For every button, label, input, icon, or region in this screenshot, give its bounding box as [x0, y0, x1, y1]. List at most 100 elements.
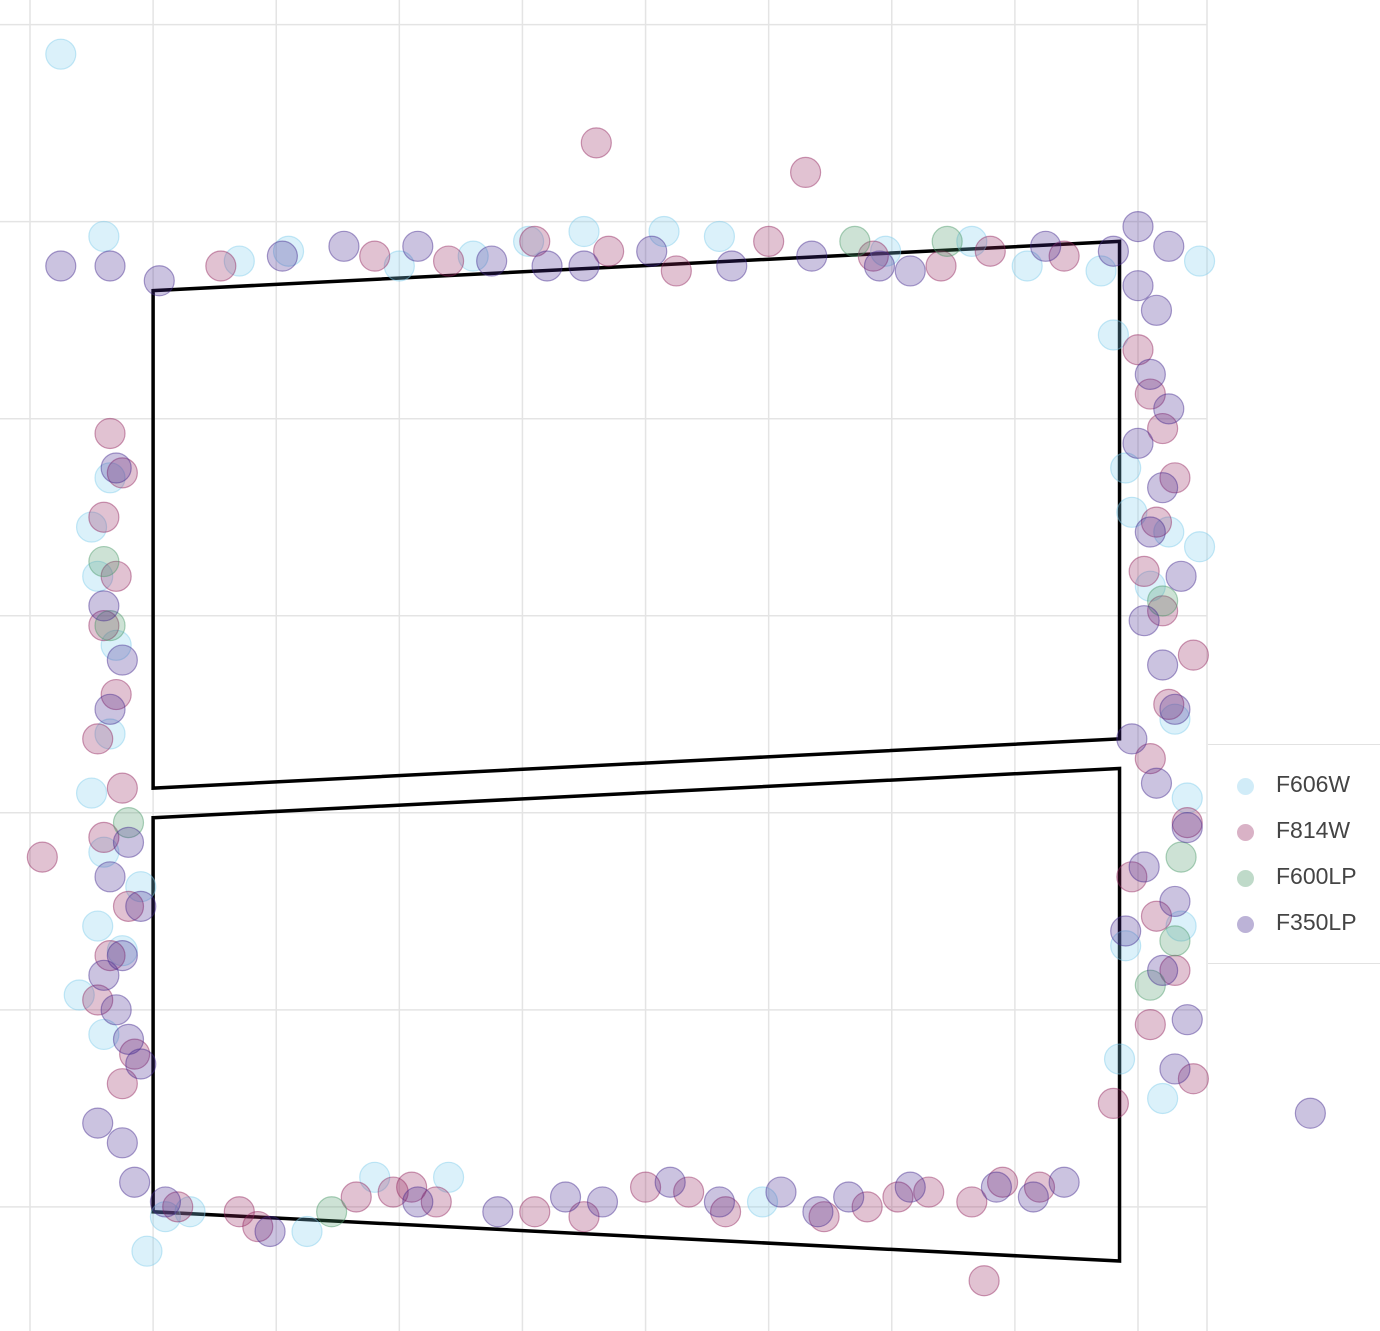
data-point — [802, 1196, 834, 1228]
data-point — [1171, 811, 1203, 844]
data-point — [482, 1196, 514, 1228]
data-point — [396, 1171, 428, 1203]
data-point — [956, 225, 988, 257]
data-point — [1128, 851, 1160, 883]
data-point — [125, 890, 157, 922]
data-point — [660, 255, 692, 287]
data-point — [291, 1215, 323, 1248]
legend-item-f814w[interactable]: F814W — [1208, 815, 1380, 845]
data-point — [833, 1181, 865, 1213]
data-point — [1134, 1008, 1166, 1041]
data-point — [568, 1201, 600, 1233]
data-point — [1140, 506, 1173, 538]
data-point — [703, 220, 736, 253]
data-point — [1140, 900, 1173, 932]
data-point — [94, 417, 126, 450]
data-point — [863, 250, 896, 282]
data-point — [1103, 1043, 1136, 1075]
data-point — [112, 890, 145, 922]
data-point — [100, 678, 132, 711]
data-point — [340, 1181, 372, 1213]
data-point — [106, 935, 138, 967]
data-point — [45, 250, 77, 282]
data-point — [106, 940, 138, 972]
data-point — [1147, 412, 1179, 445]
data-point — [1159, 703, 1191, 735]
data-point — [94, 940, 126, 972]
data-point — [106, 644, 138, 676]
data-point — [112, 826, 145, 858]
data-point — [82, 910, 114, 942]
data-point — [1134, 570, 1166, 602]
data-point — [75, 777, 108, 809]
legend-marker — [1237, 870, 1254, 887]
data-point — [316, 1196, 348, 1228]
data-point — [1134, 742, 1166, 775]
data-point — [1159, 925, 1191, 957]
data-point — [125, 871, 157, 903]
data-point — [673, 1176, 705, 1208]
data-point — [746, 1186, 779, 1218]
data-point — [1023, 1171, 1056, 1203]
data-point — [432, 245, 465, 277]
data-point — [1171, 807, 1203, 839]
data-point — [94, 693, 126, 725]
data-point — [870, 235, 902, 267]
data-point — [88, 821, 120, 854]
data-point — [703, 1186, 736, 1218]
data-point — [106, 1068, 138, 1100]
data-points — [26, 38, 1326, 1297]
data-point — [956, 1186, 988, 1218]
data-point — [1110, 930, 1142, 962]
data-point — [753, 225, 785, 257]
data-point — [88, 836, 120, 868]
data-point — [568, 215, 600, 248]
data-point — [894, 1171, 926, 1203]
data-point — [1159, 885, 1191, 918]
data-point — [1153, 230, 1185, 262]
data-point — [88, 959, 120, 991]
legend-label: F350LP — [1276, 909, 1357, 935]
data-point — [359, 240, 391, 272]
data-point — [568, 250, 600, 282]
data-point — [223, 245, 255, 277]
data-point — [1134, 378, 1166, 410]
data-point — [94, 861, 126, 893]
data-point — [1140, 767, 1173, 799]
series-f606w — [45, 38, 1216, 1267]
legend-item-f606w[interactable]: F606W — [1208, 769, 1380, 799]
series-f814w — [26, 127, 1210, 1297]
data-point — [100, 452, 132, 484]
data-point — [106, 457, 138, 489]
legend: F606W F814W F600LP F350LP — [1208, 744, 1380, 964]
data-point — [88, 501, 120, 533]
data-point — [131, 1235, 163, 1267]
data-point — [1159, 1053, 1191, 1085]
data-point — [266, 240, 298, 272]
data-point — [88, 545, 120, 578]
data-point — [1097, 319, 1129, 351]
data-point — [1048, 240, 1080, 272]
detector-outline-1 — [151, 239, 1122, 790]
legend-item-f600lp[interactable]: F600LP — [1208, 861, 1380, 891]
legend-item-f350lp[interactable]: F350LP — [1208, 907, 1380, 937]
data-point — [1147, 585, 1179, 617]
data-point — [1122, 334, 1154, 366]
series-f350lp — [45, 210, 1326, 1248]
data-point — [119, 1038, 151, 1070]
data-point — [636, 235, 668, 267]
legend-marker — [1237, 916, 1254, 933]
data-point — [100, 560, 132, 592]
data-point — [1147, 954, 1179, 987]
data-point — [106, 1127, 138, 1159]
data-point — [1128, 555, 1160, 588]
data-point — [119, 1166, 151, 1198]
data-point — [205, 250, 237, 282]
data-point — [931, 225, 963, 257]
data-point — [1165, 910, 1197, 942]
data-point — [789, 156, 822, 189]
data-point — [402, 230, 434, 262]
data-point — [1147, 649, 1179, 681]
data-point — [94, 609, 126, 642]
data-point — [1134, 358, 1166, 390]
